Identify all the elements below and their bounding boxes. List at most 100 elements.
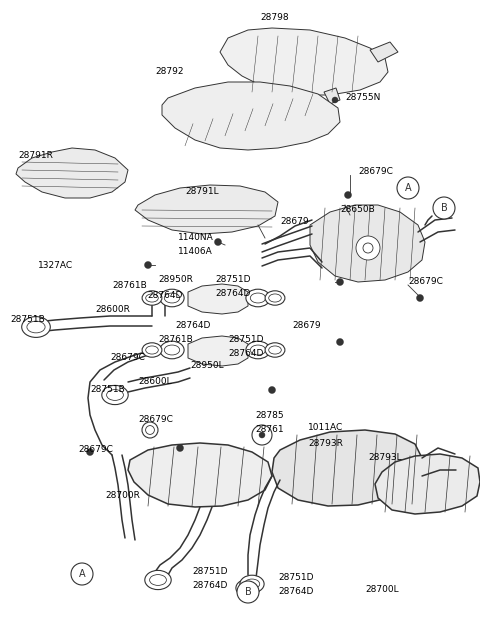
Text: 28679C: 28679C bbox=[138, 415, 173, 425]
Text: 28679C: 28679C bbox=[110, 353, 145, 363]
Ellipse shape bbox=[107, 389, 123, 401]
Text: 28785: 28785 bbox=[255, 411, 284, 420]
Text: 28764D: 28764D bbox=[192, 581, 228, 590]
Circle shape bbox=[252, 425, 272, 445]
Circle shape bbox=[363, 243, 373, 253]
Ellipse shape bbox=[240, 583, 256, 593]
Text: A: A bbox=[79, 569, 85, 579]
Circle shape bbox=[144, 262, 152, 269]
Ellipse shape bbox=[146, 294, 158, 302]
Circle shape bbox=[332, 97, 338, 103]
Circle shape bbox=[237, 581, 259, 603]
Text: 28679: 28679 bbox=[280, 217, 309, 226]
Text: B: B bbox=[245, 587, 252, 597]
Text: 1327AC: 1327AC bbox=[38, 260, 73, 269]
Ellipse shape bbox=[269, 294, 281, 302]
Circle shape bbox=[356, 236, 380, 260]
Text: 11406A: 11406A bbox=[178, 246, 213, 255]
Ellipse shape bbox=[246, 289, 270, 307]
Text: 28950R: 28950R bbox=[158, 276, 193, 284]
Ellipse shape bbox=[250, 345, 266, 355]
Ellipse shape bbox=[240, 575, 264, 593]
Circle shape bbox=[86, 449, 94, 456]
Ellipse shape bbox=[145, 571, 171, 590]
Text: 28791R: 28791R bbox=[18, 150, 53, 159]
Text: 28761B: 28761B bbox=[112, 281, 147, 289]
Text: 28761: 28761 bbox=[255, 425, 284, 435]
Text: 28791L: 28791L bbox=[185, 188, 218, 197]
Polygon shape bbox=[135, 185, 278, 234]
Ellipse shape bbox=[265, 291, 285, 305]
Text: 1011AC: 1011AC bbox=[308, 423, 343, 432]
Text: 28764D: 28764D bbox=[228, 349, 264, 358]
Ellipse shape bbox=[160, 289, 184, 307]
Circle shape bbox=[336, 279, 344, 286]
Text: 28761B: 28761B bbox=[158, 336, 193, 344]
Text: A: A bbox=[405, 183, 411, 193]
Polygon shape bbox=[272, 430, 422, 506]
Polygon shape bbox=[128, 443, 272, 507]
Text: 28751B: 28751B bbox=[10, 315, 45, 324]
Polygon shape bbox=[162, 82, 340, 150]
Text: 28764D: 28764D bbox=[278, 588, 313, 597]
Circle shape bbox=[433, 197, 455, 219]
Text: 28751D: 28751D bbox=[228, 336, 264, 344]
Ellipse shape bbox=[27, 321, 45, 333]
Text: 28679: 28679 bbox=[292, 320, 321, 329]
Circle shape bbox=[259, 432, 265, 438]
Polygon shape bbox=[370, 42, 398, 62]
Polygon shape bbox=[324, 88, 340, 104]
Text: 28700R: 28700R bbox=[105, 492, 140, 501]
Text: 28798: 28798 bbox=[260, 13, 288, 23]
Circle shape bbox=[145, 425, 155, 434]
Ellipse shape bbox=[160, 341, 184, 359]
Text: 28700L: 28700L bbox=[365, 585, 398, 595]
Circle shape bbox=[397, 177, 419, 199]
Ellipse shape bbox=[236, 579, 260, 597]
Text: 28751D: 28751D bbox=[278, 573, 313, 583]
Text: 28793R: 28793R bbox=[308, 439, 343, 447]
Polygon shape bbox=[375, 454, 480, 514]
Text: 28751D: 28751D bbox=[215, 276, 251, 284]
Text: 28600L: 28600L bbox=[138, 377, 172, 387]
Text: 28792: 28792 bbox=[155, 68, 183, 76]
Ellipse shape bbox=[142, 343, 162, 357]
Text: 28764D: 28764D bbox=[215, 289, 251, 298]
Circle shape bbox=[177, 444, 183, 451]
Ellipse shape bbox=[146, 346, 158, 354]
Polygon shape bbox=[188, 284, 248, 314]
Polygon shape bbox=[310, 205, 425, 282]
Ellipse shape bbox=[142, 291, 162, 305]
Text: 28679C: 28679C bbox=[358, 167, 393, 176]
Text: 1140NA: 1140NA bbox=[178, 233, 214, 243]
Circle shape bbox=[215, 238, 221, 245]
Polygon shape bbox=[188, 336, 248, 366]
Circle shape bbox=[142, 422, 158, 438]
Text: 28950L: 28950L bbox=[190, 360, 224, 370]
Ellipse shape bbox=[164, 345, 180, 355]
Text: 28751D: 28751D bbox=[192, 568, 228, 576]
Ellipse shape bbox=[102, 386, 128, 404]
Circle shape bbox=[71, 563, 93, 585]
Text: 28679C: 28679C bbox=[78, 446, 113, 454]
Text: 28650B: 28650B bbox=[340, 205, 375, 214]
Ellipse shape bbox=[164, 293, 180, 303]
Text: B: B bbox=[441, 203, 447, 213]
Text: 28764D: 28764D bbox=[175, 322, 210, 331]
Polygon shape bbox=[16, 148, 128, 198]
Text: 28751B: 28751B bbox=[90, 386, 125, 394]
Ellipse shape bbox=[246, 341, 270, 359]
Ellipse shape bbox=[250, 293, 266, 303]
Ellipse shape bbox=[150, 574, 167, 585]
Text: 28679C: 28679C bbox=[408, 277, 443, 286]
Ellipse shape bbox=[265, 343, 285, 357]
Ellipse shape bbox=[22, 317, 50, 337]
Polygon shape bbox=[220, 28, 388, 95]
Ellipse shape bbox=[269, 346, 281, 354]
Ellipse shape bbox=[244, 579, 260, 589]
Circle shape bbox=[336, 339, 344, 346]
Text: 28600R: 28600R bbox=[95, 305, 130, 315]
Text: 28764D: 28764D bbox=[147, 291, 182, 300]
Text: 28755N: 28755N bbox=[345, 94, 380, 102]
Circle shape bbox=[417, 295, 423, 301]
